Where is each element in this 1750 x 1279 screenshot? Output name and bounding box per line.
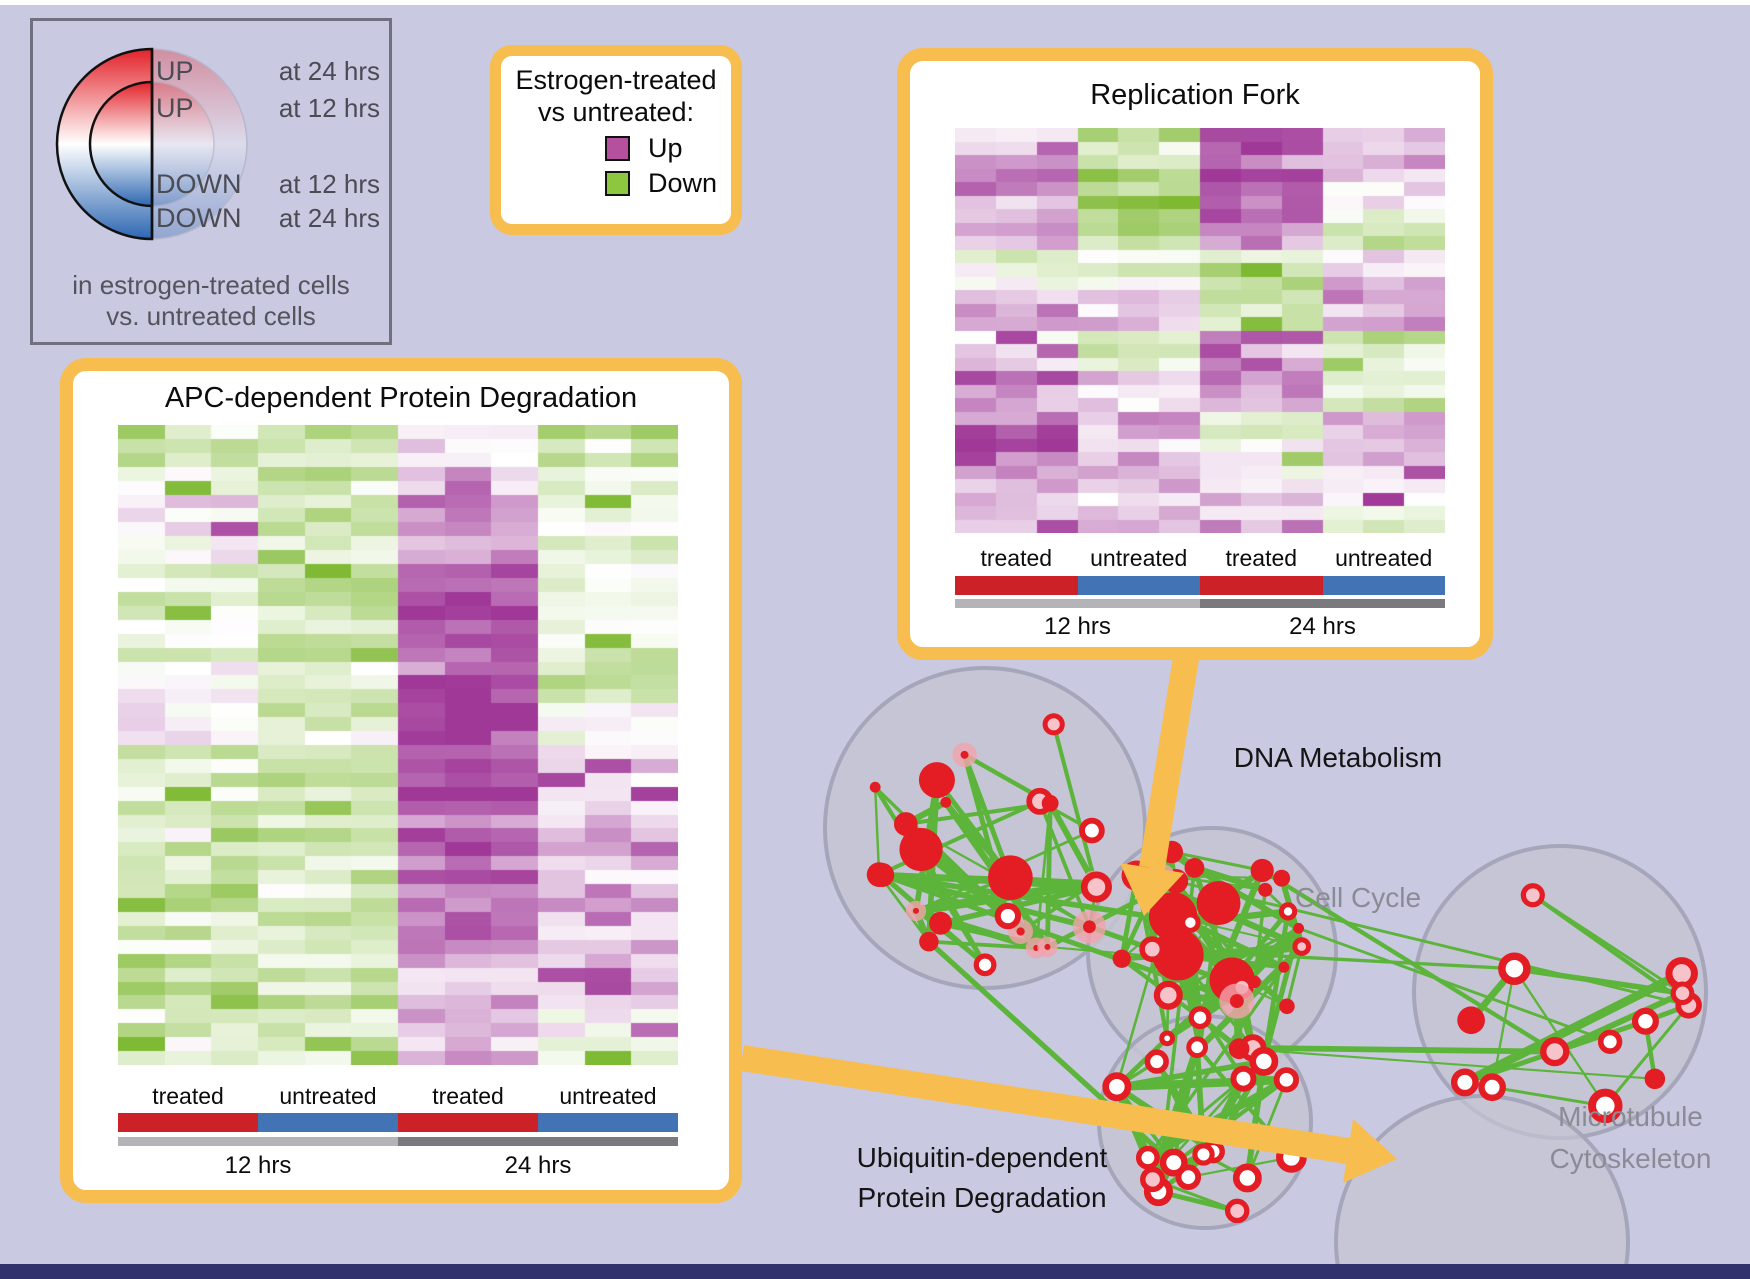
condition-labels: treated untreated treated untreated: [955, 545, 1445, 572]
untreated-bar: [1077, 576, 1200, 595]
condition-color-track: [955, 576, 1445, 595]
time-labels: 12 hrs 24 hrs: [118, 1152, 678, 1180]
untreated-bar: [538, 1113, 678, 1132]
24hrs-bar: [1200, 599, 1445, 608]
legend-row-down-24: DOWN at 24 hrs: [156, 203, 380, 234]
treated-bar: [1200, 576, 1323, 595]
arrow-apc-panel-to-ubiquitin-cluster: [740, 1045, 1397, 1183]
12hrs-bar: [955, 599, 1200, 608]
legend-caption-line1: in estrogen-treated cells: [72, 270, 350, 300]
arrow-replication-fork-to-dna-metabolism: [1120, 655, 1199, 916]
legend-direction-word: UP: [156, 93, 194, 123]
legend-row-up-12: UP at 12 hrs: [156, 93, 380, 124]
condition-label: untreated: [1335, 545, 1433, 571]
ubiquitin-degradation-label: Ubiquitin-dependent Protein Degradation: [856, 1142, 1108, 1213]
legend-item-down: Down: [605, 168, 717, 199]
time-labels: 12 hrs 24 hrs: [955, 613, 1445, 641]
color-legend-box: Estrogen-treated vs untreated: Up Down: [490, 45, 742, 235]
untreated-bar: [1322, 576, 1445, 595]
time-label: 12 hrs: [1044, 613, 1111, 640]
legend-item-up: Up: [605, 133, 683, 164]
dna-metabolism-label: DNA Metabolism: [1233, 742, 1443, 773]
treated-bar: [398, 1113, 538, 1132]
panel-title: Replication Fork: [1090, 79, 1300, 111]
replication-fork-heatmap: [955, 128, 1445, 533]
legend-time: at 24 hrs: [278, 56, 380, 86]
color-legend-title-line1: Estrogen-treated: [515, 65, 717, 95]
microtubule-cytoskeleton-label: Microtubule Cytoskeleton: [1549, 1101, 1712, 1174]
cell-cycle-label: Cell Cycle: [1294, 882, 1422, 913]
legend-caption-line2: vs. untreated cells: [106, 301, 316, 331]
time-color-track: [118, 1137, 678, 1146]
untreated-bar: [258, 1113, 398, 1132]
legend-row-down-12: DOWN at 12 hrs: [156, 169, 380, 200]
legend-row-up-24: UP at 24 hrs: [156, 56, 380, 87]
up-down-rings-icon: [55, 47, 248, 241]
condition-label: untreated: [279, 1083, 377, 1109]
condition-label: treated: [980, 545, 1053, 571]
legend-time: at 24 hrs: [278, 203, 380, 233]
12hrs-bar: [118, 1137, 398, 1146]
legend-direction-word: DOWN: [156, 169, 242, 199]
time-color-track: [955, 599, 1445, 608]
bottom-border-bar: [0, 1264, 1750, 1279]
condition-label: untreated: [559, 1083, 657, 1109]
network-clusters: [823, 666, 1708, 1279]
apc-degradation-heatmap: [118, 425, 678, 1065]
top-margin: [0, 0, 1750, 5]
condition-label: treated: [152, 1083, 224, 1109]
time-label: 12 hrs: [224, 1152, 292, 1179]
legend-time: at 12 hrs: [278, 169, 380, 199]
condition-label: untreated: [1090, 545, 1188, 571]
color-legend-title-line2: vs untreated:: [537, 97, 695, 127]
condition-labels: treated untreated treated untreated: [118, 1083, 678, 1110]
down-color-swatch: [605, 171, 630, 196]
time-label: 24 hrs: [504, 1152, 572, 1179]
down-label: Down: [648, 168, 718, 198]
legend-time: at 12 hrs: [278, 93, 380, 123]
condition-color-track: [118, 1113, 678, 1132]
apc-degradation-panel: APC-dependent Protein Degradation treate…: [60, 358, 742, 1203]
panel-title: APC-dependent Protein Degradation: [164, 382, 638, 414]
time-label: 24 hrs: [1289, 613, 1356, 640]
up-color-swatch: [605, 136, 630, 161]
replication-fork-panel: Replication Fork treated untreated treat…: [897, 48, 1493, 660]
condition-label: treated: [432, 1083, 504, 1109]
legend-direction-word: DOWN: [156, 203, 242, 233]
condition-label: treated: [1225, 545, 1298, 571]
24hrs-bar: [398, 1137, 678, 1146]
up-label: Up: [648, 133, 683, 163]
legend-direction-word: UP: [156, 56, 194, 86]
direction-legend-box: UP at 24 hrs UP at 12 hrs DOWN at 12 hrs…: [30, 18, 392, 345]
treated-bar: [955, 576, 1078, 595]
treated-bar: [118, 1113, 258, 1132]
